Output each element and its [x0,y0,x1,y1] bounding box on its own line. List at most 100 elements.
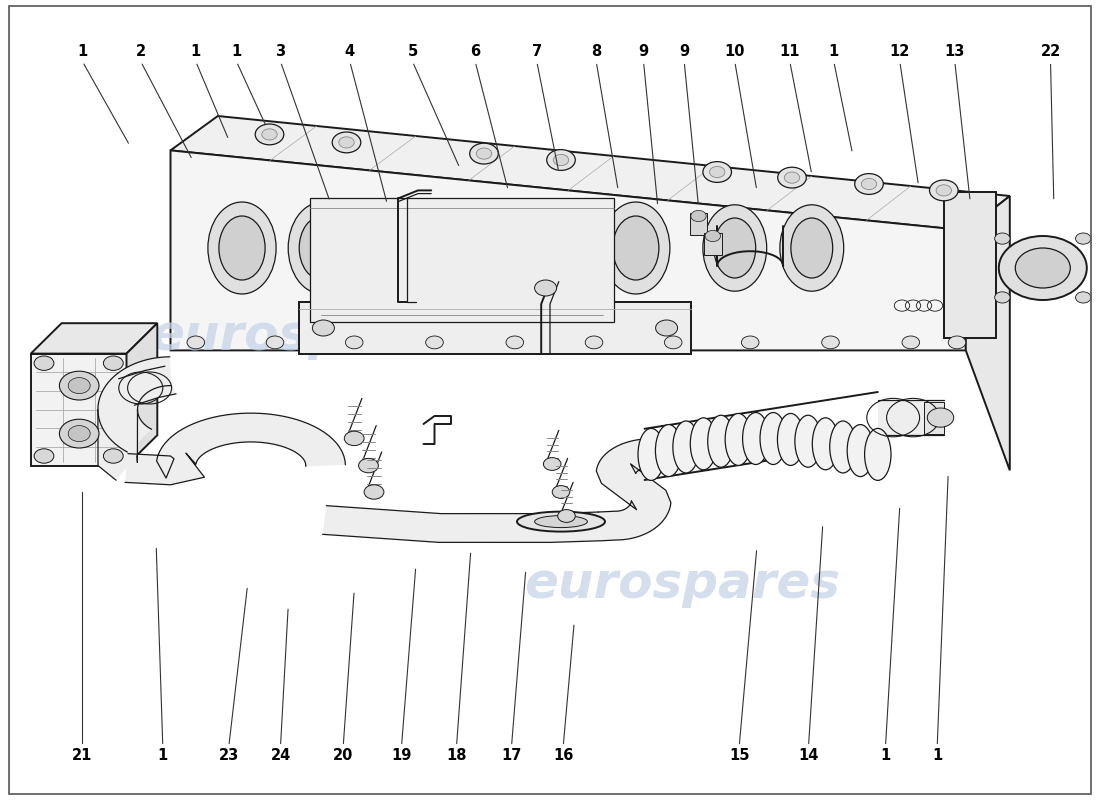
Circle shape [656,320,678,336]
Ellipse shape [742,413,769,465]
Text: 1: 1 [880,749,891,763]
Text: 1: 1 [77,45,88,59]
Circle shape [585,336,603,349]
Ellipse shape [847,425,873,477]
Circle shape [691,210,706,222]
Ellipse shape [703,205,767,291]
Polygon shape [170,150,966,350]
Ellipse shape [791,218,833,278]
Polygon shape [310,198,614,322]
Polygon shape [944,192,996,338]
Text: 9: 9 [638,45,649,59]
Ellipse shape [812,418,838,470]
Text: 12: 12 [890,45,910,59]
Ellipse shape [208,202,276,294]
Ellipse shape [707,415,734,467]
Ellipse shape [535,516,587,528]
Circle shape [930,180,958,201]
Circle shape [34,356,54,370]
Circle shape [703,162,732,182]
Circle shape [1076,233,1091,244]
Circle shape [262,129,277,140]
Circle shape [255,124,284,145]
Text: 1: 1 [932,749,943,763]
Text: 22: 22 [1041,45,1060,59]
Ellipse shape [536,216,582,280]
Text: 10: 10 [725,45,745,59]
Circle shape [902,336,920,349]
Circle shape [59,419,99,448]
Ellipse shape [691,418,717,470]
Ellipse shape [673,421,700,473]
Polygon shape [299,302,691,354]
Circle shape [553,154,569,166]
Ellipse shape [725,414,751,466]
Ellipse shape [299,216,345,280]
Circle shape [994,233,1010,244]
Ellipse shape [288,202,356,294]
Circle shape [359,458,378,473]
Text: 9: 9 [679,45,690,59]
Circle shape [344,431,364,446]
Ellipse shape [447,202,515,294]
Polygon shape [31,323,157,354]
Text: eurospares: eurospares [524,560,840,608]
Text: 11: 11 [780,45,800,59]
Circle shape [103,356,123,370]
Circle shape [741,336,759,349]
Polygon shape [966,196,1010,470]
Circle shape [68,426,90,442]
Polygon shape [322,506,601,542]
Ellipse shape [525,202,593,294]
Bar [704,233,722,255]
Text: 7: 7 [531,45,542,59]
Ellipse shape [795,415,822,467]
Circle shape [948,336,966,349]
Circle shape [1076,292,1091,303]
Text: 21: 21 [73,749,92,763]
Text: 1: 1 [157,749,168,763]
Ellipse shape [638,429,664,480]
Circle shape [1015,248,1070,288]
Circle shape [312,320,334,336]
Polygon shape [31,354,126,466]
Text: 18: 18 [447,749,466,763]
Polygon shape [98,410,138,480]
Circle shape [535,280,557,296]
Circle shape [547,150,575,170]
Circle shape [266,336,284,349]
Text: 23: 23 [219,749,239,763]
Text: 1: 1 [190,45,201,59]
Ellipse shape [865,429,891,480]
Ellipse shape [778,414,804,466]
Circle shape [59,371,99,400]
Circle shape [103,449,123,463]
Bar [690,213,707,235]
Ellipse shape [517,512,605,532]
Circle shape [999,236,1087,300]
Text: 5: 5 [407,45,418,59]
Ellipse shape [378,216,425,280]
Ellipse shape [613,216,659,280]
Polygon shape [126,323,157,466]
Text: 1: 1 [828,45,839,59]
Ellipse shape [760,413,786,465]
Circle shape [558,510,575,522]
Ellipse shape [602,202,670,294]
Bar [924,402,944,434]
Circle shape [339,137,354,148]
Polygon shape [170,116,1010,230]
Ellipse shape [780,205,844,291]
Circle shape [470,143,498,164]
Circle shape [994,292,1010,303]
Circle shape [822,336,839,349]
Circle shape [364,485,384,499]
Circle shape [784,172,800,183]
Text: eurospares: eurospares [150,312,466,360]
Ellipse shape [219,216,265,280]
Circle shape [426,336,443,349]
Text: 6: 6 [470,45,481,59]
Ellipse shape [829,421,856,473]
Circle shape [861,178,877,190]
Polygon shape [119,366,176,406]
